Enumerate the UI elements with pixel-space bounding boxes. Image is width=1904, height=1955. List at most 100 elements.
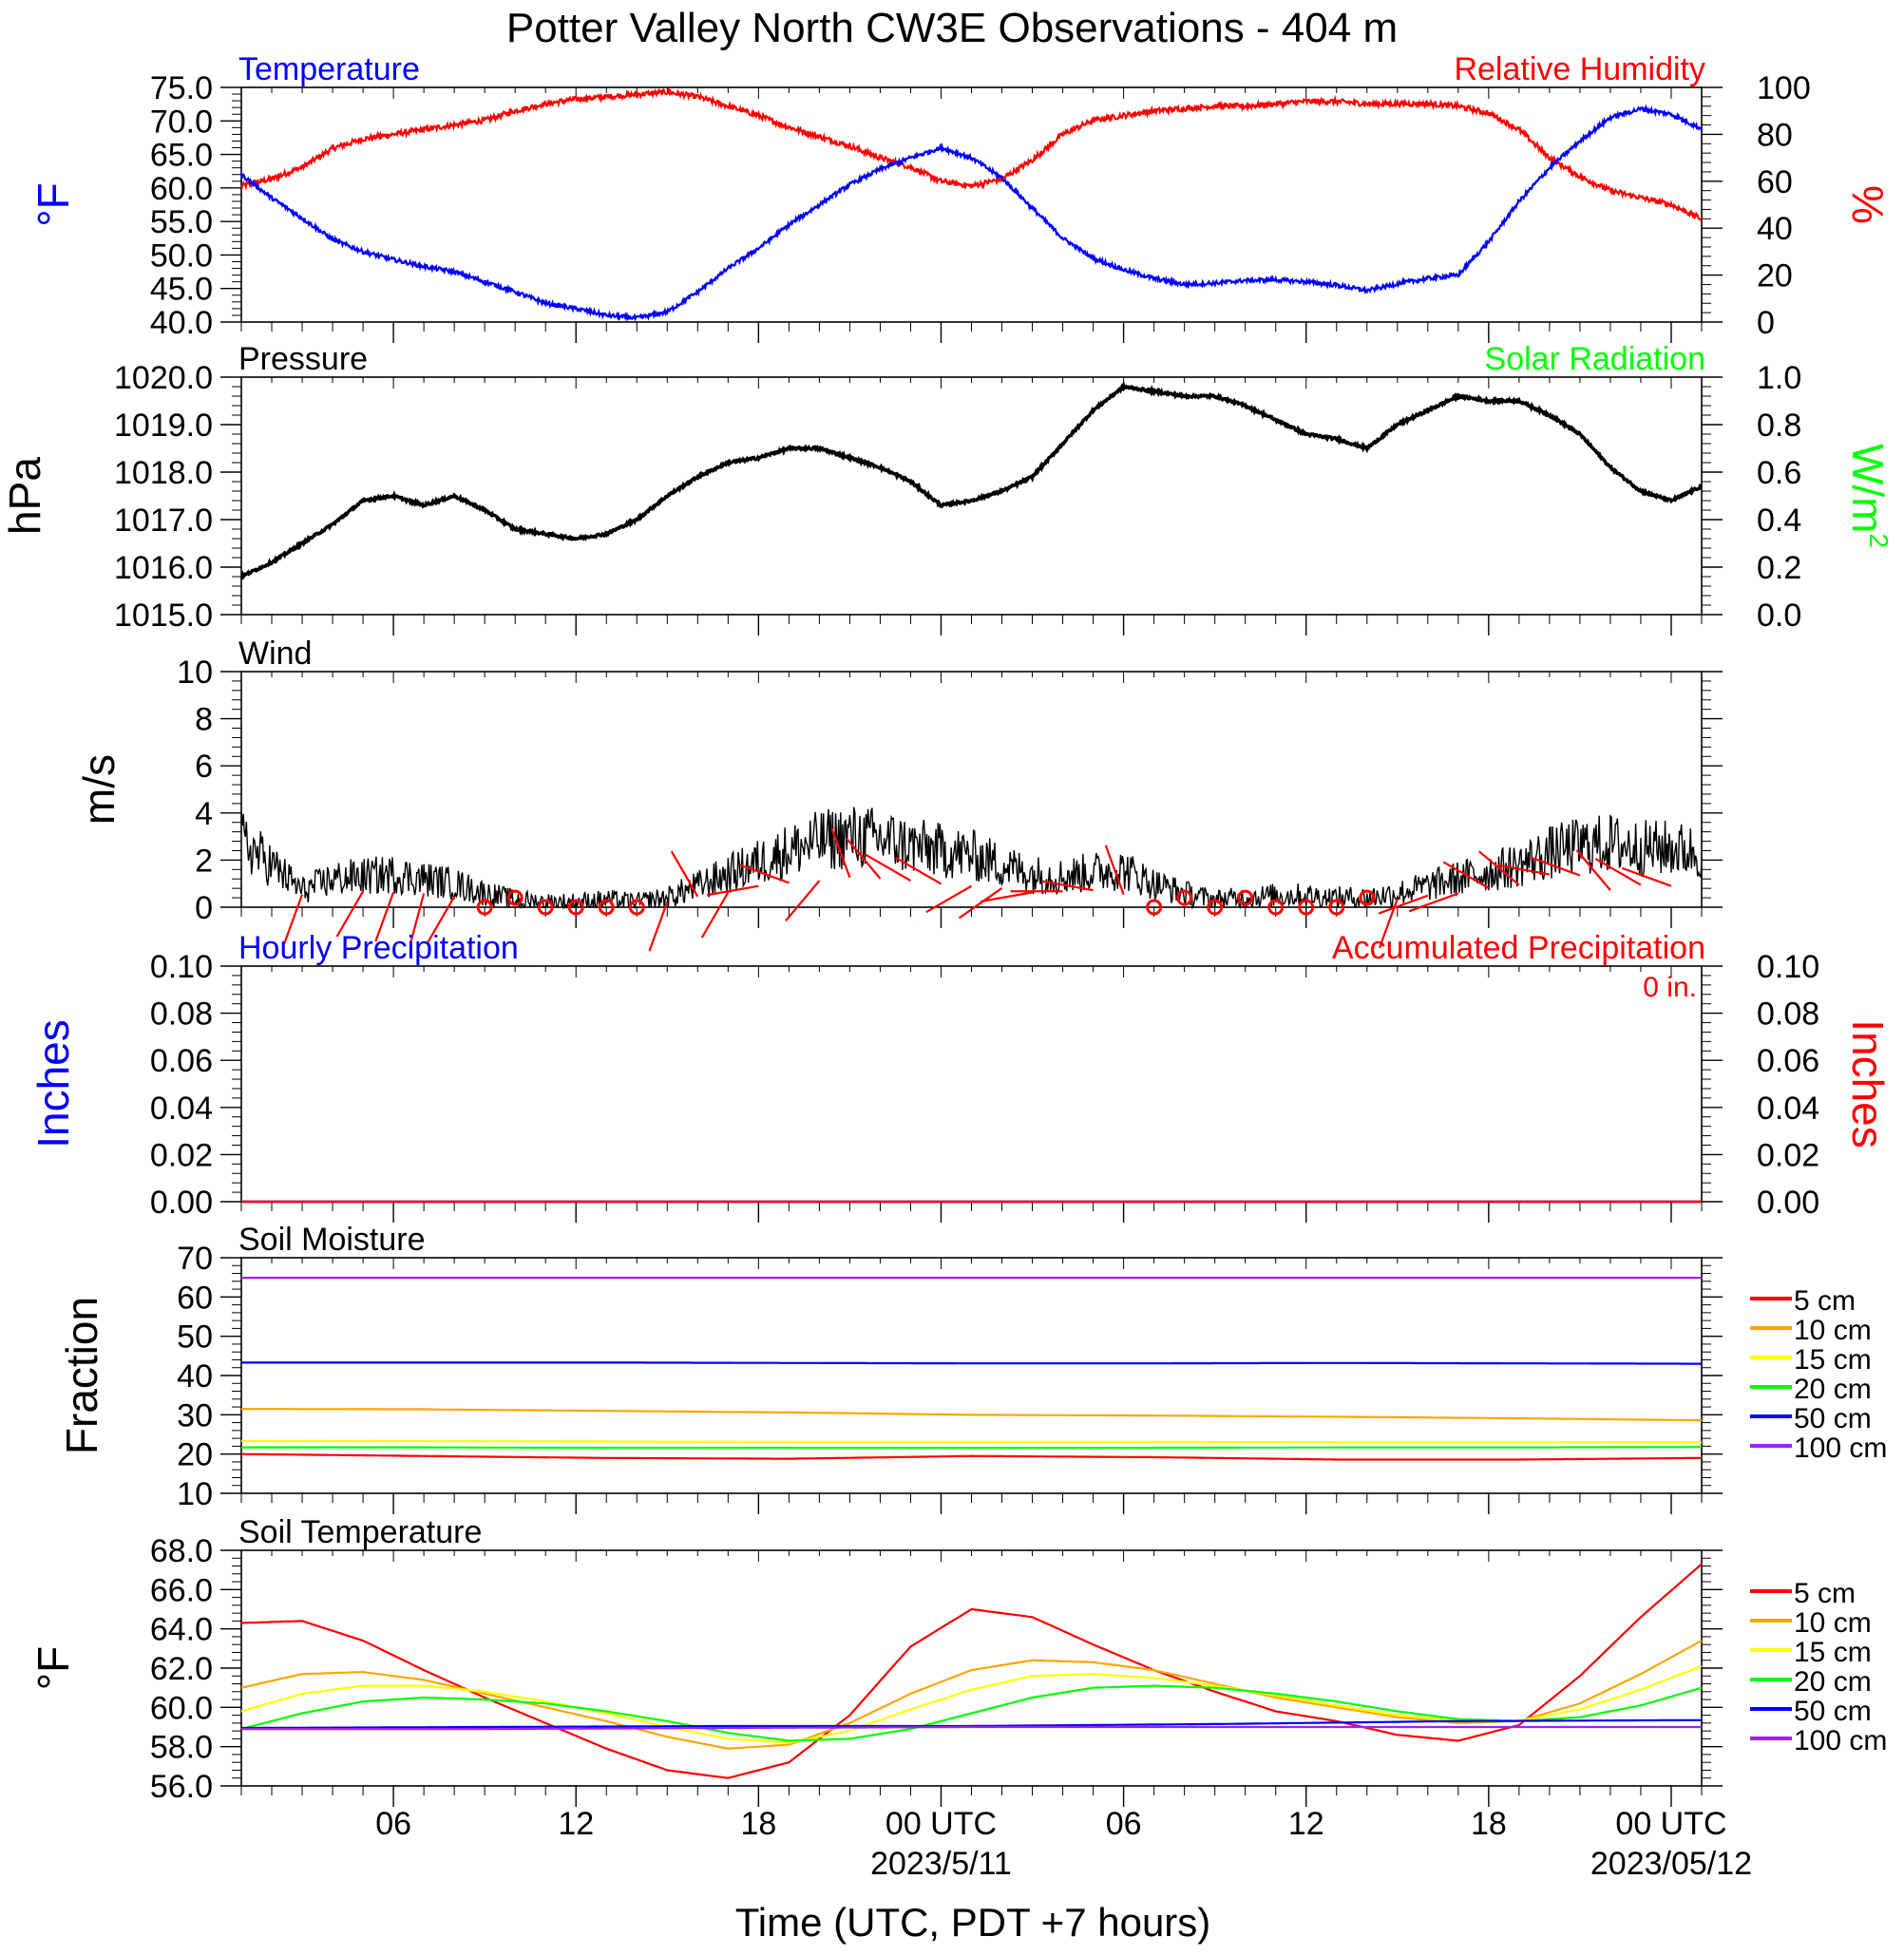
x-date-label: 2023/5/11 (870, 1846, 1012, 1882)
y-right-tick-label: 0.4 (1757, 503, 1801, 539)
wind-barb (865, 853, 912, 883)
y-right-tick-label: 40 (1757, 211, 1793, 247)
wind-barb (1497, 864, 1551, 876)
soil-depth-line (241, 1446, 1702, 1450)
soil-depth-line (241, 1361, 1702, 1365)
calm-wind-circle (1267, 899, 1285, 916)
y-right-tick-label: 100 (1757, 70, 1811, 106)
y-tick-label: 20 (177, 1437, 213, 1473)
y-tick-label: 68.0 (150, 1533, 213, 1569)
x-tick-label: 00 UTC (885, 1806, 997, 1842)
x-tick-label: 12 (558, 1806, 594, 1842)
wind-barb (785, 880, 821, 921)
y-tick-label: 0.04 (150, 1091, 213, 1127)
x-tick-label: 00 UTC (1615, 1806, 1726, 1842)
panel-title: Wind (238, 636, 312, 672)
wind-barb (739, 864, 790, 884)
y-right-tick-label: 0.0 (1757, 598, 1801, 634)
y-right-tick-label: 20 (1757, 258, 1793, 294)
y-right-tick-label: 60 (1757, 164, 1793, 200)
legend-label: 50 cm (1794, 1696, 1872, 1727)
y-axis-label: Fraction (57, 1297, 106, 1454)
wind-barb (335, 890, 365, 938)
calm-wind-circle (1176, 889, 1193, 906)
legend-label: 10 cm (1794, 1607, 1872, 1639)
panel-right-title: Solar Radiation (1485, 341, 1705, 377)
legend-label: 10 cm (1794, 1315, 1872, 1346)
y-right-tick-label: 0.08 (1757, 996, 1819, 1033)
y-tick-label: 60 (177, 1280, 213, 1316)
y-tick-label: 1016.0 (114, 550, 213, 586)
y-tick-label: 8 (195, 702, 213, 738)
y-tick-label: 40.0 (150, 305, 213, 341)
soil-depth-line (240, 1640, 1703, 1750)
pressure-line (239, 380, 1703, 580)
calm-wind-circle (476, 899, 493, 916)
calm-wind-circle (1359, 889, 1376, 906)
plot-frame (240, 1257, 1703, 1494)
y-right-tick-label: 80 (1757, 117, 1793, 153)
y-tick-label: 0.08 (150, 996, 213, 1033)
wind-barb (706, 884, 759, 897)
y-tick-label: 6 (195, 749, 213, 785)
wind-barb (1442, 861, 1490, 889)
rh-line (240, 85, 1703, 221)
wind-barb (981, 891, 1033, 903)
y-tick-label: 70.0 (150, 104, 213, 140)
y-right-tick-label: 1.0 (1757, 360, 1801, 396)
wind-barb (1530, 856, 1581, 877)
y-right-tick-label: 0.06 (1757, 1043, 1819, 1079)
y-tick-label: 50.0 (150, 237, 213, 274)
soil-depth-line (240, 1563, 1703, 1779)
wind-barb (1621, 866, 1672, 887)
y-right-tick-label: 0.8 (1757, 408, 1801, 444)
y-right-tick-label: 0.2 (1757, 550, 1801, 586)
wind-barb (830, 827, 851, 879)
y-tick-label: 4 (195, 796, 213, 832)
y-tick-label: 0.06 (150, 1043, 213, 1079)
y-axis-label: hPa (0, 457, 49, 535)
wind-barb (1378, 894, 1429, 915)
legend-label: 5 cm (1794, 1285, 1856, 1317)
y-tick-label: 75.0 (150, 70, 213, 106)
y-axis-label: °F (29, 1646, 78, 1691)
wind-barb (427, 896, 456, 943)
legend-label: 5 cm (1794, 1578, 1856, 1609)
y-tick-label: 1017.0 (114, 503, 213, 539)
x-tick-label: 18 (1471, 1806, 1507, 1842)
y-tick-label: 0.10 (150, 949, 213, 985)
y-right-tick-label: 0.02 (1757, 1137, 1819, 1173)
calm-wind-circle (537, 899, 554, 916)
y-axis-label: °F (29, 182, 78, 227)
panel-temp_rh: 40.045.050.055.060.065.070.075.0 0 20 40 60 8… (29, 51, 1893, 343)
y-tick-label: 62.0 (150, 1651, 213, 1687)
panel-precip: 0.00 0.02 0.04 0.06 0.08 0.10 0.00 0.02 0.04 0.06… (29, 930, 1893, 1223)
temperature-line (239, 104, 1704, 322)
plot-frame (240, 1549, 1703, 1787)
wind-barb (1041, 880, 1094, 892)
calm-wind-circle (506, 889, 524, 906)
time-axis: 06 12 18 00 UTC 06 12 18 00 UTC 2023/5/11 2023/05… (375, 1806, 1752, 1882)
y-right-tick-label: 0.04 (1757, 1091, 1819, 1127)
y-right-tick-label: 0.6 (1757, 455, 1801, 491)
y-tick-label: 70 (177, 1241, 213, 1277)
calm-wind-circle (598, 899, 615, 916)
wind-barb (1408, 892, 1459, 913)
y-right-tick-label: 0.10 (1757, 949, 1819, 985)
legend-label: 20 cm (1794, 1666, 1872, 1698)
y-tick-label: 0.02 (150, 1137, 213, 1173)
calm-wind-circle (628, 899, 645, 916)
y-tick-label: 40 (177, 1358, 213, 1395)
plot-frame (240, 965, 1703, 1203)
soil-depth-line (240, 1664, 1703, 1744)
page-title: Potter Valley North CW3E Observations - … (506, 5, 1398, 51)
panel-title: Soil Temperature (238, 1514, 482, 1550)
wind-barb (925, 884, 973, 914)
y-axis-label-right: Inches (1843, 1019, 1893, 1148)
wind-barb (1104, 845, 1125, 895)
y-tick-label: 30 (177, 1397, 213, 1433)
wind-barb (958, 887, 1003, 920)
x-tick-label: 18 (740, 1806, 776, 1842)
